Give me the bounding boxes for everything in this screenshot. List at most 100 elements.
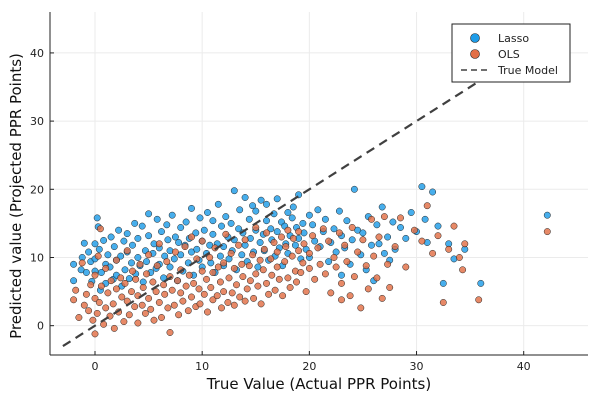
- ols-point-67: [177, 289, 185, 297]
- lasso-point-137: [284, 209, 292, 216]
- ols-point-53: [155, 299, 163, 306]
- legend-true-model-label: True Model: [497, 64, 558, 77]
- lasso-point-33: [123, 230, 131, 238]
- ols-point-194: [455, 254, 463, 261]
- lasso-point-71: [182, 218, 190, 226]
- x-tick-label-0: 0: [92, 360, 99, 373]
- ols-point-170: [354, 248, 362, 256]
- lasso-point-1: [70, 277, 78, 285]
- ols-point-150: [305, 249, 313, 257]
- ols-point-100: [227, 249, 235, 257]
- lasso-point-59: [164, 236, 172, 244]
- lasso-point-124: [263, 200, 270, 208]
- ols-point-5: [82, 290, 90, 298]
- ols-point-57: [161, 290, 169, 298]
- lasso-point-114: [249, 202, 257, 210]
- lasso-point-58: [163, 221, 171, 229]
- ols-point-128: [270, 239, 278, 246]
- legend-lasso-marker: [470, 33, 480, 43]
- ols-point-86: [206, 254, 214, 261]
- ols-point-66: [175, 311, 183, 319]
- ols-point-168: [348, 224, 356, 231]
- ols-point-190: [434, 232, 442, 240]
- ols-point-14: [95, 299, 103, 306]
- ols-point-1: [72, 286, 80, 294]
- ols-point-160: [330, 254, 338, 261]
- x-axis-label: True Value (Actual PPR Points): [206, 375, 431, 393]
- ols-point-43: [139, 284, 147, 291]
- ols-point-146: [297, 269, 305, 276]
- ols-point-74: [188, 293, 195, 301]
- ols-point-134: [279, 292, 287, 300]
- ols-point-147: [299, 259, 307, 267]
- ols-point-37: [131, 303, 139, 311]
- ols-point-108: [239, 273, 247, 281]
- ols-point-114: [249, 251, 257, 259]
- ols-point-149: [302, 288, 310, 296]
- lasso-point-52: [153, 215, 161, 223]
- ols-point-73: [185, 271, 193, 279]
- lasso-point-157: [321, 215, 329, 223]
- lasso-point-180: [380, 249, 388, 257]
- lasso-point-168: [348, 236, 356, 244]
- ols-point-152: [309, 232, 317, 240]
- lasso-point-27: [115, 226, 123, 234]
- ols-point-44: [141, 309, 149, 317]
- ols-point-101: [228, 289, 236, 297]
- ols-point-191: [439, 299, 447, 306]
- lasso-point-89: [209, 217, 217, 225]
- lasso-point-46: [145, 232, 153, 240]
- ols-point-62: [168, 286, 176, 294]
- ols-point-19: [102, 264, 110, 272]
- legend-ols-label: OLS: [498, 48, 520, 61]
- ols-point-123: [263, 279, 270, 287]
- lasso-point-158: [325, 258, 333, 266]
- ols-point-0: [70, 296, 78, 304]
- ols-point-195: [459, 266, 467, 274]
- ols-point-169: [350, 273, 358, 281]
- ols-point-177: [373, 274, 381, 282]
- ols-point-4: [80, 301, 88, 309]
- ols-point-48: [147, 305, 155, 313]
- lasso-point-179: [378, 203, 386, 211]
- axis-ticks: 0 10 20 30 40 0 10 20 30 40: [30, 47, 531, 373]
- ols-point-184: [397, 214, 404, 222]
- ols-point-83: [200, 290, 208, 298]
- ols-point-137: [284, 274, 292, 282]
- ols-point-12: [93, 309, 101, 317]
- ols-point-183: [391, 243, 399, 251]
- true-model-line: [62, 51, 525, 348]
- ols-point-110: [241, 236, 249, 244]
- lasso-point-118: [254, 263, 262, 271]
- ols-point-11: [91, 294, 99, 302]
- ols-point-36: [129, 267, 136, 275]
- lasso-point-131: [273, 195, 281, 203]
- ols-point-175: [368, 215, 375, 223]
- ols-point-198: [543, 228, 551, 236]
- lasso-point-64: [171, 233, 179, 241]
- ols-point-88: [209, 296, 217, 304]
- ols-point-16: [97, 282, 105, 290]
- ols-point-22: [107, 277, 115, 285]
- ols-point-7: [87, 281, 95, 289]
- lasso-point-0: [70, 260, 78, 268]
- ols-point-140: [288, 252, 296, 260]
- ols-point-9: [91, 271, 99, 279]
- lasso-point-150: [305, 211, 313, 219]
- ols-point-119: [256, 256, 264, 264]
- ols-point-122: [260, 245, 268, 253]
- lasso-point-97: [222, 213, 230, 221]
- ols-point-46: [145, 294, 153, 302]
- ols-point-24: [110, 324, 118, 332]
- ols-point-99: [225, 274, 233, 282]
- ols-point-35: [128, 288, 135, 296]
- lasso-point-88: [209, 230, 217, 238]
- ols-point-49: [149, 278, 157, 286]
- ols-point-93: [216, 278, 224, 286]
- lasso-point-193: [434, 222, 442, 230]
- y-tick-label-0: 0: [37, 320, 44, 333]
- ols-point-23: [109, 300, 117, 308]
- ols-point-181: [384, 260, 392, 268]
- data-points: [70, 183, 551, 338]
- ols-point-54: [155, 240, 163, 248]
